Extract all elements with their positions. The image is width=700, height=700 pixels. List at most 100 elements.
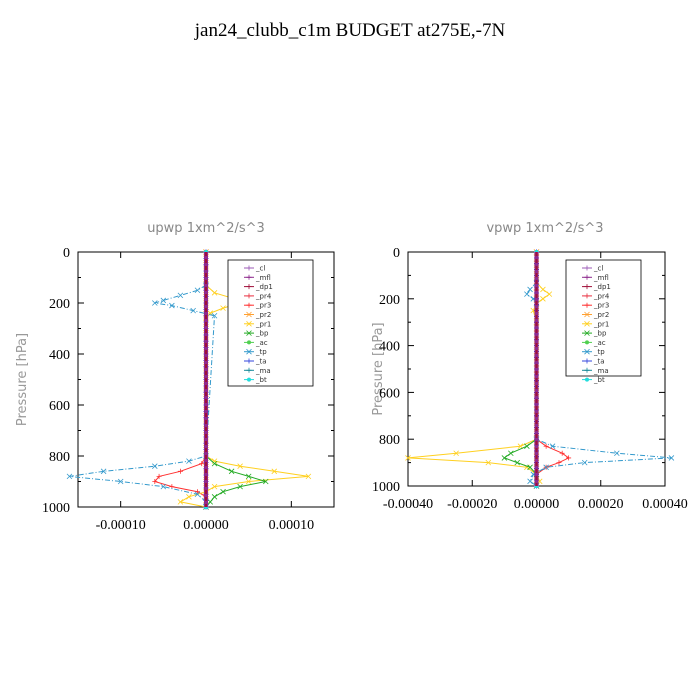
legend-entry: _pr2 bbox=[593, 311, 609, 319]
legend-entry: _ac bbox=[255, 339, 268, 347]
legend-marker bbox=[246, 348, 252, 355]
y-tick-label: 200 bbox=[49, 297, 70, 312]
x-tick-label: 0.00020 bbox=[578, 497, 624, 512]
legend-entry: _pr4 bbox=[255, 292, 272, 300]
x-tick-label: -0.00020 bbox=[447, 497, 497, 512]
legend-entry: _ma bbox=[593, 367, 609, 375]
series-point-pr1 bbox=[485, 459, 492, 466]
x-tick-label: 0.00040 bbox=[642, 497, 688, 512]
y-tick-label: 0 bbox=[393, 246, 400, 261]
legend-entry: _bp bbox=[593, 330, 607, 338]
series-point-pr3 bbox=[199, 461, 205, 467]
y-tick-label: 800 bbox=[379, 433, 400, 448]
legend-marker bbox=[584, 321, 590, 327]
legend-entry: _pr1 bbox=[255, 320, 271, 328]
series-point-pr3 bbox=[556, 460, 562, 466]
y-tick-label: 400 bbox=[49, 348, 70, 363]
series-point-tp bbox=[549, 443, 556, 450]
series-point-bp bbox=[211, 494, 218, 500]
series-line-pr3 bbox=[153, 455, 207, 507]
legend-entry: _dp1 bbox=[255, 283, 273, 291]
series-point-pr1 bbox=[177, 499, 184, 505]
series-point-pr1 bbox=[305, 473, 312, 480]
series-point-tp bbox=[194, 491, 201, 498]
series-point-tp bbox=[668, 455, 675, 461]
series-point-tp bbox=[194, 287, 201, 294]
legend-marker bbox=[246, 358, 252, 364]
series-point-pr3 bbox=[559, 450, 565, 456]
series-point-pr1 bbox=[211, 483, 218, 490]
vpwp-panel: vpwp 1xm^2/s^3 Pressure [hPa] 0 200 400 600 80… bbox=[371, 221, 688, 512]
legend-entry: _pr3 bbox=[255, 302, 271, 310]
legend-entry: _pr2 bbox=[255, 311, 271, 319]
legend-marker bbox=[246, 274, 252, 280]
series-point-pr3 bbox=[194, 489, 200, 495]
series-point-pr1 bbox=[540, 296, 546, 302]
legend-marker bbox=[584, 348, 590, 355]
series-point-pr3 bbox=[543, 443, 549, 449]
series-point-tp bbox=[524, 291, 530, 297]
legend-entry: _pr4 bbox=[593, 292, 610, 300]
series-point-tp bbox=[117, 478, 124, 485]
series-point-bp bbox=[262, 478, 269, 485]
series-point-tp bbox=[66, 473, 73, 480]
legend-marker bbox=[246, 311, 252, 318]
series-point-tp bbox=[614, 450, 620, 457]
legend: _cl_mfl_dp1_pr4_pr3_pr2_pr1_bp_ac_tp_ta_… bbox=[227, 259, 314, 387]
series-point-pr1 bbox=[540, 286, 546, 293]
series-point-tp bbox=[160, 297, 167, 304]
series-point-tp bbox=[152, 300, 158, 306]
x-tick-label: -0.00040 bbox=[383, 497, 433, 512]
x-tick-label: -0.00010 bbox=[96, 518, 146, 533]
series-point-tp bbox=[527, 286, 533, 293]
series-point-bp bbox=[237, 483, 243, 490]
legend-marker bbox=[584, 265, 590, 271]
chart-title: upwp 1xm^2/s^3 bbox=[147, 221, 265, 236]
legend-marker bbox=[584, 274, 590, 280]
series-point-bp bbox=[245, 473, 252, 480]
series-point-pr3 bbox=[156, 473, 162, 479]
legend-marker bbox=[584, 367, 590, 373]
series-point-pr3 bbox=[566, 455, 572, 461]
y-tick-label: 1000 bbox=[372, 480, 400, 495]
legend-entry: _dp1 bbox=[593, 283, 611, 291]
series-point-bp bbox=[527, 464, 533, 471]
legend-marker bbox=[246, 367, 252, 373]
series-point-pr1 bbox=[186, 494, 192, 500]
y-tick-label: 800 bbox=[49, 450, 70, 465]
legend-marker bbox=[585, 340, 589, 345]
series-point-pr1 bbox=[220, 305, 226, 311]
series-point-bp bbox=[514, 459, 521, 466]
y-axis-label: Pressure [hPa] bbox=[371, 322, 386, 415]
series-point-pr3 bbox=[152, 479, 158, 484]
legend-marker bbox=[246, 330, 252, 336]
legend-entry: _bt bbox=[255, 376, 267, 384]
legend-entry: _ta bbox=[593, 358, 605, 366]
series-point-pr1 bbox=[271, 468, 278, 475]
series-point-pr1 bbox=[245, 478, 252, 485]
series-point-bp bbox=[207, 499, 214, 505]
series-point-pr1 bbox=[546, 291, 553, 297]
y-axis-label: Pressure [hPa] bbox=[15, 333, 30, 426]
legend-marker bbox=[584, 293, 590, 299]
legend-marker bbox=[246, 302, 252, 308]
series-point-bp bbox=[524, 443, 530, 450]
legend-entry: _ma bbox=[255, 367, 271, 375]
legend-entry: _ac bbox=[593, 339, 606, 347]
series-point-tp bbox=[581, 459, 588, 466]
y-tick-label: 400 bbox=[379, 340, 400, 355]
legend-entry: _mfl bbox=[255, 274, 271, 282]
series-point-tp bbox=[543, 464, 549, 471]
legend-marker bbox=[585, 377, 589, 382]
x-tick-label: 0.00010 bbox=[269, 518, 315, 533]
legend-entry: _cl bbox=[593, 265, 603, 273]
series-point-bp bbox=[501, 455, 508, 461]
legend-entry: _bp bbox=[255, 330, 269, 338]
x-tick-label: 0.00000 bbox=[514, 497, 560, 512]
legend: _cl_mfl_dp1_pr4_pr3_pr2_pr1_bp_ac_tp_ta_… bbox=[565, 259, 642, 384]
y-tick-label: 600 bbox=[379, 386, 400, 401]
series-point-tp bbox=[190, 307, 196, 314]
y-tick-label: 200 bbox=[379, 293, 400, 308]
series-point-pr1 bbox=[211, 290, 218, 296]
